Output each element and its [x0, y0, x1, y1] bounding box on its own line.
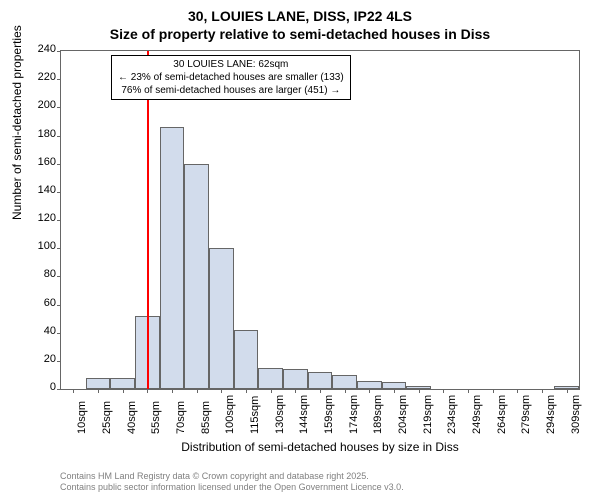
y-tick-label: 0 [16, 381, 56, 393]
x-tick-label: 219sqm [422, 395, 434, 434]
chart-title-line2: Size of property relative to semi-detach… [0, 26, 600, 42]
histogram-bar [234, 330, 259, 389]
histogram-bar [357, 381, 382, 389]
x-tick-label: 144sqm [298, 395, 310, 434]
y-tick-label: 220 [16, 71, 56, 83]
y-tick-label: 240 [16, 43, 56, 55]
chart-footer: Contains HM Land Registry data © Crown c… [60, 471, 404, 494]
histogram-bar [283, 369, 308, 389]
x-axis-label: Distribution of semi-detached houses by … [60, 440, 580, 454]
x-tick-label: 159sqm [323, 395, 335, 434]
histogram-bar [308, 372, 333, 389]
y-tick-label: 180 [16, 128, 56, 140]
x-tick-label: 234sqm [446, 395, 458, 434]
marker-line [147, 51, 149, 389]
x-tick-label: 40sqm [126, 401, 138, 434]
histogram-bar [209, 248, 234, 389]
x-tick-label: 85sqm [200, 401, 212, 434]
y-tick-label: 140 [16, 184, 56, 196]
x-tick-label: 100sqm [224, 395, 236, 434]
footer-line1: Contains HM Land Registry data © Crown c… [60, 471, 404, 483]
histogram-bar [160, 127, 185, 389]
x-tick-label: 294sqm [545, 395, 557, 434]
histogram-bar [110, 378, 135, 389]
x-tick-label: 309sqm [570, 395, 582, 434]
annotation-line: 76% of semi-detached houses are larger (… [118, 84, 344, 97]
x-tick-label: 189sqm [372, 395, 384, 434]
x-tick-label: 174sqm [348, 395, 360, 434]
annotation-line: ← 23% of semi-detached houses are smalle… [118, 71, 344, 84]
y-tick-label: 80 [16, 268, 56, 280]
histogram-bar [382, 382, 407, 389]
y-tick-label: 60 [16, 297, 56, 309]
annotation-box: 30 LOUIES LANE: 62sqm← 23% of semi-detac… [111, 55, 351, 100]
x-tick-label: 204sqm [397, 395, 409, 434]
y-tick-label: 160 [16, 156, 56, 168]
histogram-bar [184, 164, 209, 389]
chart-container: 30, LOUIES LANE, DISS, IP22 4LS Size of … [0, 0, 600, 500]
x-tick-label: 279sqm [520, 395, 532, 434]
annotation-line: 30 LOUIES LANE: 62sqm [118, 58, 344, 71]
histogram-bar [332, 375, 357, 389]
x-tick-label: 115sqm [249, 396, 261, 434]
x-tick-label: 130sqm [274, 395, 286, 434]
y-tick-label: 200 [16, 99, 56, 111]
y-tick-label: 40 [16, 325, 56, 337]
y-tick-label: 20 [16, 353, 56, 365]
chart-title-line1: 30, LOUIES LANE, DISS, IP22 4LS [0, 8, 600, 24]
x-tick-label: 70sqm [175, 401, 187, 434]
footer-line2: Contains public sector information licen… [60, 482, 404, 494]
x-tick-label: 10sqm [76, 401, 88, 434]
x-tick-label: 25sqm [101, 401, 113, 434]
x-tick-label: 264sqm [496, 395, 508, 434]
y-tick-label: 100 [16, 240, 56, 252]
histogram-bar [258, 368, 283, 389]
histogram-bar [86, 378, 111, 389]
x-tick-label: 249sqm [471, 395, 483, 434]
plot-area: 30 LOUIES LANE: 62sqm← 23% of semi-detac… [60, 50, 580, 390]
x-tick-label: 55sqm [150, 401, 162, 434]
y-tick-label: 120 [16, 212, 56, 224]
